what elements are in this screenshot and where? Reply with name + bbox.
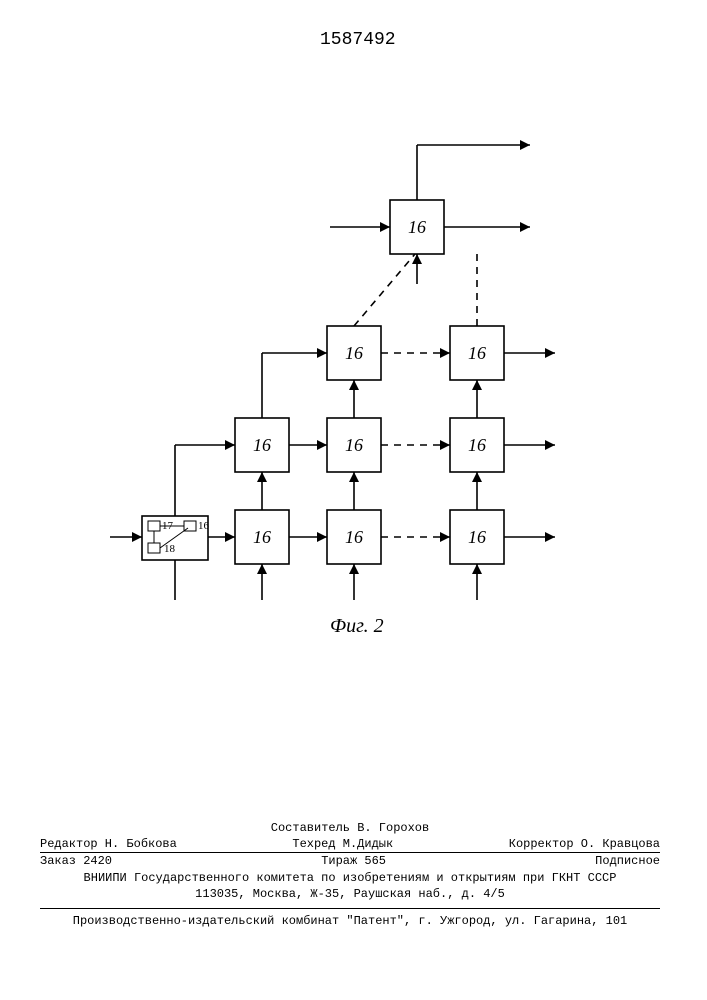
svg-text:16: 16 <box>198 520 210 532</box>
footer-tech: Техред М.Дидык <box>292 836 393 852</box>
svg-text:16: 16 <box>468 435 486 455</box>
svg-text:16: 16 <box>253 435 271 455</box>
svg-text:16: 16 <box>408 217 426 237</box>
svg-text:18: 18 <box>164 543 176 555</box>
footer-order: Заказ 2420 <box>40 853 112 869</box>
footer-editor: Редактор Н. Бобкова <box>40 836 177 852</box>
footer-subscription: Подписное <box>595 853 660 869</box>
footer-corrector: Корректор О. Кравцова <box>509 836 660 852</box>
svg-text:17: 17 <box>162 520 174 532</box>
footer-compiler: Составитель В. Горохов <box>40 820 660 836</box>
svg-text:16: 16 <box>253 527 271 547</box>
svg-text:16: 16 <box>345 343 363 363</box>
footer-org2: 113035, Москва, Ж-35, Раушская наб., д. … <box>40 886 660 902</box>
figure-label: Фиг. 2 <box>330 615 384 638</box>
footer-printer: Производственно-издательский комбинат "П… <box>40 913 660 929</box>
block-diagram: 16 16 16 16 16 16 16 16 16 17 16 18 <box>0 0 707 700</box>
svg-text:16: 16 <box>468 527 486 547</box>
footer-org1: ВНИИПИ Государственного комитета по изоб… <box>40 870 660 886</box>
svg-text:16: 16 <box>468 343 486 363</box>
footer-printrun: Тираж 565 <box>321 853 386 869</box>
footer: Составитель В. Горохов Редактор Н. Бобко… <box>40 820 660 929</box>
svg-text:16: 16 <box>345 435 363 455</box>
svg-text:16: 16 <box>345 527 363 547</box>
page: 1587492 161616161616161616171618 Фиг. 2 … <box>0 0 707 1000</box>
